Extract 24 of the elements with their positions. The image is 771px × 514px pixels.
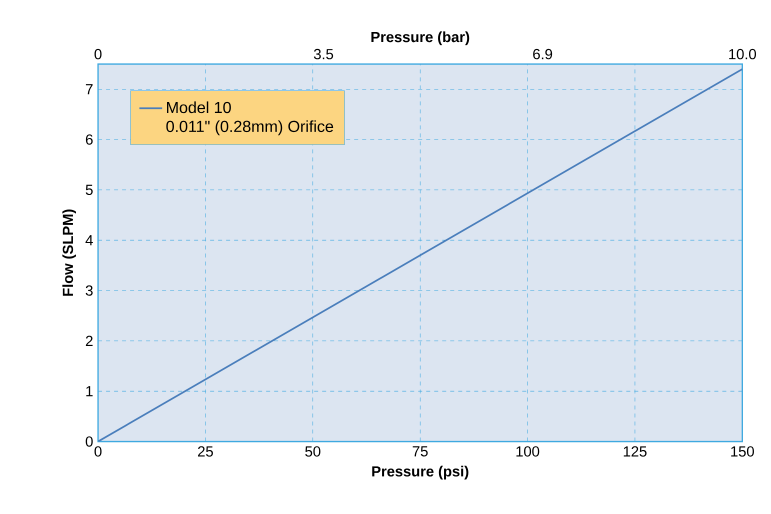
annotation: 0.011" (0.28mm) Orifice bbox=[166, 120, 334, 136]
x2-tick-label: 6.9 bbox=[533, 48, 552, 60]
x-tick-label: 125 bbox=[624, 446, 647, 457]
x-tick-label: 100 bbox=[516, 446, 540, 457]
y-tick-label: 1 bbox=[86, 386, 93, 396]
x-tick-label: 50 bbox=[305, 446, 320, 457]
x2-tick-label: 10.0 bbox=[729, 48, 756, 60]
y-tick-label: 3 bbox=[86, 285, 93, 296]
x-tick-label: 75 bbox=[412, 446, 428, 456]
x2-tick-label: 3.5 bbox=[314, 48, 334, 60]
x2-axis-title: Pressure (bar) bbox=[371, 31, 470, 45]
x-tick-label: 25 bbox=[198, 446, 213, 457]
x-tick-label: 150 bbox=[731, 446, 754, 457]
y-tick-label: 2 bbox=[86, 336, 93, 346]
y-tick-label: 7 bbox=[86, 84, 93, 94]
x-tick-label: 0 bbox=[94, 446, 102, 457]
y-tick-label: 4 bbox=[86, 235, 93, 246]
y-tick-label: 0 bbox=[86, 436, 93, 447]
y-axis-title: Flow (SLPM) bbox=[62, 209, 76, 296]
legend-label: Model 10 bbox=[167, 101, 231, 114]
x2-tick-label: 0 bbox=[94, 48, 102, 60]
y-tick-label: 6 bbox=[86, 134, 93, 145]
y-tick-label: 5 bbox=[86, 184, 93, 195]
x-axis-title: Pressure (psi) bbox=[372, 466, 468, 480]
